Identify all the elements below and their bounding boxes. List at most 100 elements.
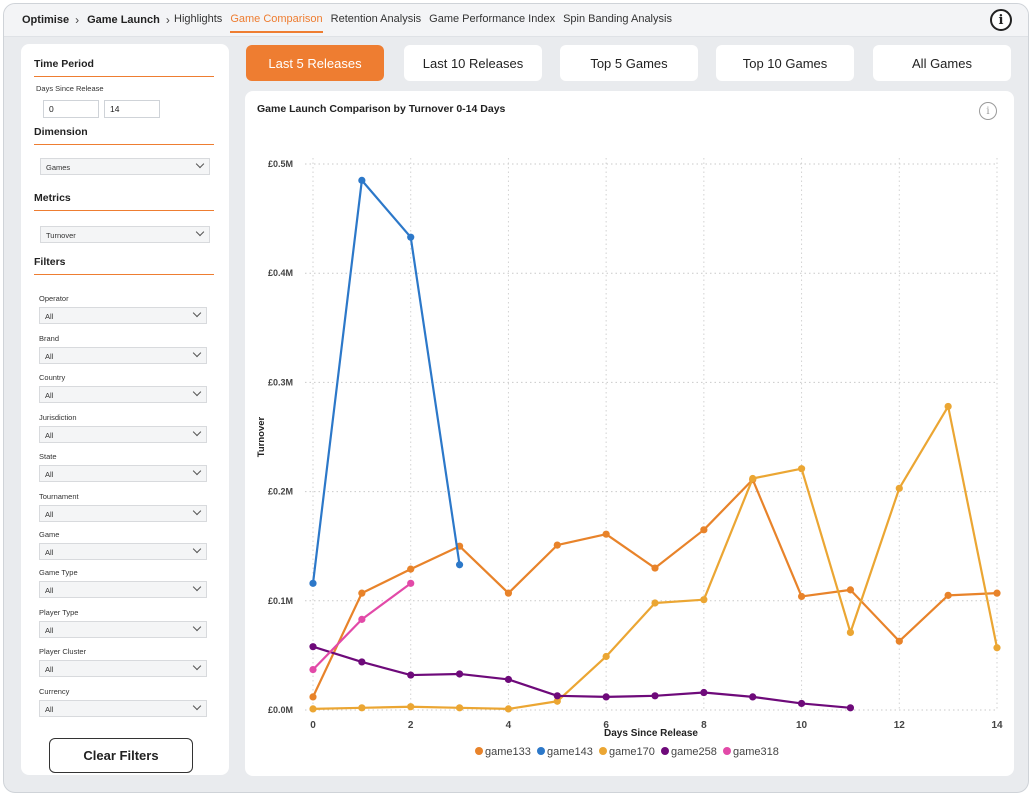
data-point-game170[interactable] — [651, 599, 659, 607]
filter-value: All — [45, 431, 54, 440]
filter-dropdown-operator[interactable]: All — [39, 307, 207, 324]
data-point-game133[interactable] — [944, 591, 952, 599]
dimension-dropdown[interactable]: Games — [40, 158, 210, 175]
filter-dropdown-state[interactable]: All — [39, 465, 207, 482]
data-point-game318[interactable] — [309, 665, 317, 674]
filter-label-player-type: Player Type — [39, 608, 79, 617]
legend-marker-game170 — [599, 747, 607, 755]
data-point-game133[interactable] — [504, 589, 513, 597]
breadcrumb-item-game-launch[interactable]: Game Launch — [87, 14, 160, 26]
data-point-game170[interactable] — [993, 644, 1001, 652]
filter-dropdown-country[interactable]: All — [39, 386, 207, 403]
tab-spin-banding-analysis[interactable]: Spin Banding Analysis — [563, 13, 672, 25]
data-point-game133[interactable] — [700, 526, 708, 534]
section-divider — [34, 144, 214, 145]
data-point-game258[interactable] — [700, 688, 708, 697]
filter-value: All — [45, 352, 54, 361]
data-point-game143[interactable] — [309, 579, 317, 587]
top-5-games-button[interactable]: Top 5 Games — [560, 45, 698, 81]
tab-game-performance-index[interactable]: Game Performance Index — [429, 13, 556, 25]
data-point-game258[interactable] — [651, 692, 659, 700]
filter-value: All — [45, 312, 54, 321]
data-point-game318[interactable] — [358, 615, 366, 623]
last-10-releases-button[interactable]: Last 10 Releases — [404, 45, 542, 81]
data-point-game170[interactable] — [700, 596, 708, 604]
tab-game-comparison[interactable]: Game Comparison — [230, 13, 323, 33]
data-point-game258[interactable] — [504, 675, 513, 684]
dimension-title: Dimension — [34, 126, 88, 138]
filter-dropdown-brand[interactable]: All — [39, 347, 207, 364]
data-point-game170[interactable] — [944, 402, 952, 411]
metrics-dropdown[interactable]: Turnover — [40, 226, 210, 243]
tab-highlights[interactable]: Highlights — [174, 13, 223, 25]
filter-dropdown-currency[interactable]: All — [39, 700, 207, 717]
data-point-game258[interactable] — [407, 671, 415, 679]
info-icon[interactable]: i — [990, 9, 1012, 31]
filter-value: All — [45, 548, 54, 557]
top-10-games-button[interactable]: Top 10 Games — [716, 45, 854, 81]
data-point-game258[interactable] — [749, 693, 757, 701]
data-point-game133[interactable] — [553, 541, 561, 549]
data-point-game143[interactable] — [407, 233, 415, 241]
filter-dropdown-player-type[interactable]: All — [39, 621, 207, 638]
y-tick-label: £0.5M — [268, 159, 293, 169]
data-point-game133[interactable] — [651, 564, 659, 572]
section-divider — [34, 274, 214, 275]
data-point-game170[interactable] — [749, 474, 757, 483]
tab-retention-analysis[interactable]: Retention Analysis — [330, 13, 422, 25]
filter-label-player-cluster: Player Cluster — [39, 647, 87, 656]
data-point-game258[interactable] — [553, 692, 561, 700]
data-point-game258[interactable] — [455, 670, 464, 678]
data-point-game133[interactable] — [602, 530, 610, 538]
data-point-game258[interactable] — [309, 643, 317, 651]
data-point-game258[interactable] — [358, 658, 366, 666]
filter-value: All — [45, 391, 54, 400]
data-point-game170[interactable] — [504, 705, 513, 713]
chevron-down-icon — [192, 387, 202, 397]
data-point-game170[interactable] — [455, 704, 464, 712]
filter-label-jurisdiction: Jurisdiction — [39, 413, 77, 422]
app-frame: Optimise › Game Launch › Highlights Game… — [3, 3, 1029, 793]
filter-label-state: State — [39, 452, 57, 461]
info-icon[interactable]: i — [979, 102, 997, 120]
y-tick-label: £0.2M — [268, 487, 293, 497]
filter-dropdown-game-type[interactable]: All — [39, 581, 207, 598]
data-point-game170[interactable] — [309, 705, 317, 713]
data-point-game143[interactable] — [455, 561, 464, 569]
filter-dropdown-game[interactable]: All — [39, 543, 207, 560]
chevron-down-icon — [195, 159, 205, 169]
legend-label-game143: game143 — [547, 746, 593, 758]
data-point-game133[interactable] — [846, 586, 855, 594]
data-point-game133[interactable] — [797, 592, 806, 601]
data-point-game258[interactable] — [846, 704, 855, 712]
all-games-button[interactable]: All Games — [873, 45, 1011, 81]
data-point-game170[interactable] — [553, 697, 561, 705]
filter-dropdown-tournament[interactable]: All — [39, 505, 207, 522]
data-point-game258[interactable] — [602, 693, 610, 701]
days-from-input[interactable]: 0 — [43, 100, 99, 118]
data-point-game133[interactable] — [358, 589, 366, 597]
legend-marker-game133 — [475, 747, 483, 755]
data-point-game133[interactable] — [895, 637, 903, 645]
last-5-releases-button[interactable]: Last 5 Releases — [246, 45, 384, 81]
filter-dropdown-player-cluster[interactable]: All — [39, 660, 207, 677]
page-tabs: Highlights Game Comparison Retention Ana… — [174, 13, 680, 33]
data-point-game133[interactable] — [993, 589, 1001, 597]
data-point-game258[interactable] — [797, 699, 806, 708]
days-to-input[interactable]: 14 — [104, 100, 160, 118]
data-point-game170[interactable] — [846, 628, 855, 637]
data-point-game170[interactable] — [797, 465, 806, 473]
data-point-game170[interactable] — [895, 484, 903, 492]
data-point-game318[interactable] — [407, 579, 415, 587]
data-point-game170[interactable] — [358, 704, 366, 712]
data-point-game170[interactable] — [602, 652, 610, 661]
data-point-game133[interactable] — [309, 693, 317, 701]
breadcrumb: Optimise › Game Launch › — [22, 13, 178, 27]
filter-dropdown-jurisdiction[interactable]: All — [39, 426, 207, 443]
data-point-game143[interactable] — [358, 176, 366, 184]
data-point-game133[interactable] — [407, 565, 415, 573]
filters-title: Filters — [34, 256, 66, 268]
data-point-game170[interactable] — [407, 703, 415, 711]
breadcrumb-item-optimise[interactable]: Optimise — [22, 14, 70, 26]
clear-filters-button[interactable]: Clear Filters — [49, 738, 193, 773]
